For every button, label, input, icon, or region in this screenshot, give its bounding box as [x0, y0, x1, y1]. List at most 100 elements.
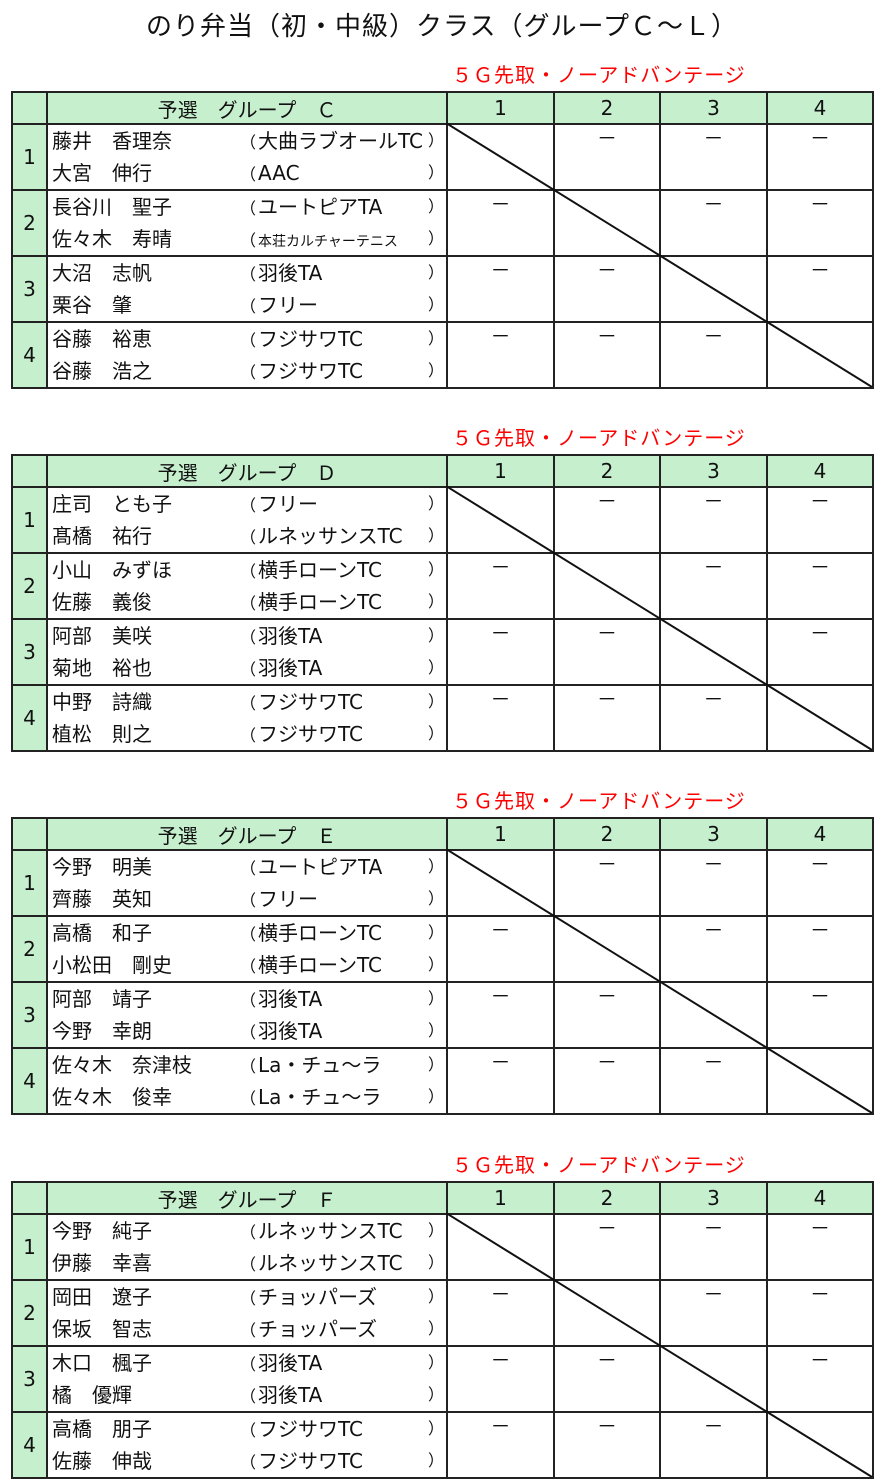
pair-cell: 高橋 和子 （横手ローンTC ） 小松田 剛史 （横手ローンTC ）: [46, 915, 448, 983]
club-name: ユートピアTA: [258, 855, 383, 879]
result-cell[interactable]: －: [766, 1213, 874, 1281]
result-cell[interactable]: －: [659, 321, 768, 389]
result-cell[interactable]: －: [659, 1213, 768, 1281]
seed-number: 3: [11, 981, 48, 1049]
result-cell[interactable]: －: [766, 552, 874, 620]
player-line: 庄司 とも子 （フリー ）: [48, 488, 446, 520]
player-club: （本荘カルチャーテニス: [240, 223, 398, 258]
result-cell[interactable]: －: [446, 915, 555, 983]
club-name: フジサワTC: [258, 327, 364, 351]
result-cell[interactable]: －: [553, 1213, 661, 1281]
result-mark: －: [490, 984, 511, 1008]
result-cell[interactable]: －: [766, 123, 874, 191]
result-cell[interactable]: －: [446, 1047, 555, 1115]
result-cell[interactable]: －: [766, 981, 874, 1049]
result-cell[interactable]: －: [766, 849, 874, 917]
result-cell[interactable]: －: [659, 1047, 768, 1115]
result-cell[interactable]: [553, 915, 661, 983]
result-mark: －: [597, 1050, 617, 1074]
result-cell[interactable]: [446, 849, 555, 917]
open-paren: （: [240, 199, 257, 218]
player-name: 阿部 靖子: [52, 987, 152, 1011]
result-cell[interactable]: －: [553, 1345, 661, 1413]
player-line: 齊藤 英知 （フリー ）: [48, 883, 446, 915]
group-header: 予選 グループ Ｃ: [46, 91, 448, 125]
result-cell[interactable]: －: [659, 849, 768, 917]
result-cell[interactable]: －: [766, 189, 874, 257]
result-cell[interactable]: －: [446, 1411, 555, 1479]
result-cell[interactable]: －: [553, 486, 661, 554]
result-cell[interactable]: [659, 1345, 768, 1413]
result-cell[interactable]: [553, 1279, 661, 1347]
close-paren: ）: [428, 692, 445, 711]
result-cell[interactable]: －: [446, 255, 555, 323]
player-name: 伊藤 幸喜: [52, 1251, 152, 1275]
result-cell[interactable]: [766, 321, 874, 389]
result-cell[interactable]: －: [766, 915, 874, 983]
result-cell[interactable]: [766, 1411, 874, 1479]
result-cell[interactable]: －: [553, 981, 661, 1049]
result-cell[interactable]: －: [553, 684, 661, 752]
player-name: 佐藤 義俊: [52, 590, 152, 614]
result-cell[interactable]: －: [553, 618, 661, 686]
result-cell[interactable]: －: [446, 684, 555, 752]
result-cell[interactable]: －: [553, 123, 661, 191]
result-cell[interactable]: －: [553, 255, 661, 323]
result-cell[interactable]: －: [659, 189, 768, 257]
result-cell[interactable]: －: [659, 1279, 768, 1347]
result-cell[interactable]: －: [659, 123, 768, 191]
seed-number: 1: [11, 486, 48, 554]
table-row: 1 今野 純子 （ルネッサンスTC ） 伊藤 幸喜 （ルネッサンスTC ） － － －: [11, 1213, 874, 1281]
result-cell[interactable]: [446, 1213, 555, 1281]
result-cell[interactable]: －: [659, 486, 768, 554]
club-name: ユートピアTA: [258, 195, 383, 219]
club-name: AAC: [258, 161, 300, 185]
close-paren: ）: [428, 889, 445, 908]
result-cell[interactable]: －: [766, 618, 874, 686]
result-cell[interactable]: －: [446, 618, 555, 686]
result-cell[interactable]: －: [553, 1047, 661, 1115]
result-cell[interactable]: －: [446, 1279, 555, 1347]
player-club: （ルネッサンスTC: [240, 1215, 403, 1249]
result-cell[interactable]: －: [766, 1345, 874, 1413]
result-mark: －: [490, 1414, 511, 1438]
close-paren: ）: [428, 494, 445, 513]
result-cell[interactable]: [766, 1047, 874, 1115]
result-cell[interactable]: －: [446, 189, 555, 257]
player-line: 髙橋 祐行 （ルネッサンスTC ）: [48, 520, 446, 552]
result-cell[interactable]: [659, 981, 768, 1049]
club-name: ルネッサンスTC: [258, 1219, 403, 1243]
result-cell[interactable]: －: [659, 915, 768, 983]
result-cell[interactable]: [446, 486, 555, 554]
result-mark: －: [810, 1348, 830, 1372]
result-cell[interactable]: [553, 189, 661, 257]
close-paren: ）: [428, 592, 445, 611]
close-paren: ）: [428, 329, 445, 348]
result-mark: －: [597, 984, 617, 1008]
opponent-column-header: 4: [766, 817, 874, 851]
result-cell[interactable]: －: [659, 1411, 768, 1479]
result-cell[interactable]: [766, 684, 874, 752]
result-mark: －: [703, 555, 724, 579]
result-cell[interactable]: －: [553, 1411, 661, 1479]
player-club: （フジサワTC: [240, 1445, 363, 1479]
result-cell[interactable]: －: [446, 552, 555, 620]
result-cell[interactable]: －: [659, 684, 768, 752]
result-cell[interactable]: [659, 255, 768, 323]
pair-cell: 藤井 香理奈 （大曲ラブオールTC）大宮 伸行 （AAC）: [46, 123, 448, 191]
result-cell[interactable]: －: [446, 1345, 555, 1413]
group-table: 予選 グループ Ｄ 1 2 3 4 1 庄司 とも子 （フリー）髙橋 祐行 （ルネッサンスTC）…: [11, 454, 874, 752]
result-cell[interactable]: [553, 552, 661, 620]
player-line: 大宮 伸行 （AAC ）: [48, 157, 446, 189]
result-cell[interactable]: －: [446, 981, 555, 1049]
result-cell[interactable]: －: [553, 849, 661, 917]
result-cell[interactable]: －: [553, 321, 661, 389]
result-cell[interactable]: －: [766, 1279, 874, 1347]
result-cell[interactable]: －: [766, 486, 874, 554]
result-cell[interactable]: －: [446, 321, 555, 389]
result-cell[interactable]: －: [659, 552, 768, 620]
result-cell[interactable]: [659, 618, 768, 686]
result-cell[interactable]: －: [766, 255, 874, 323]
result-cell[interactable]: [446, 123, 555, 191]
